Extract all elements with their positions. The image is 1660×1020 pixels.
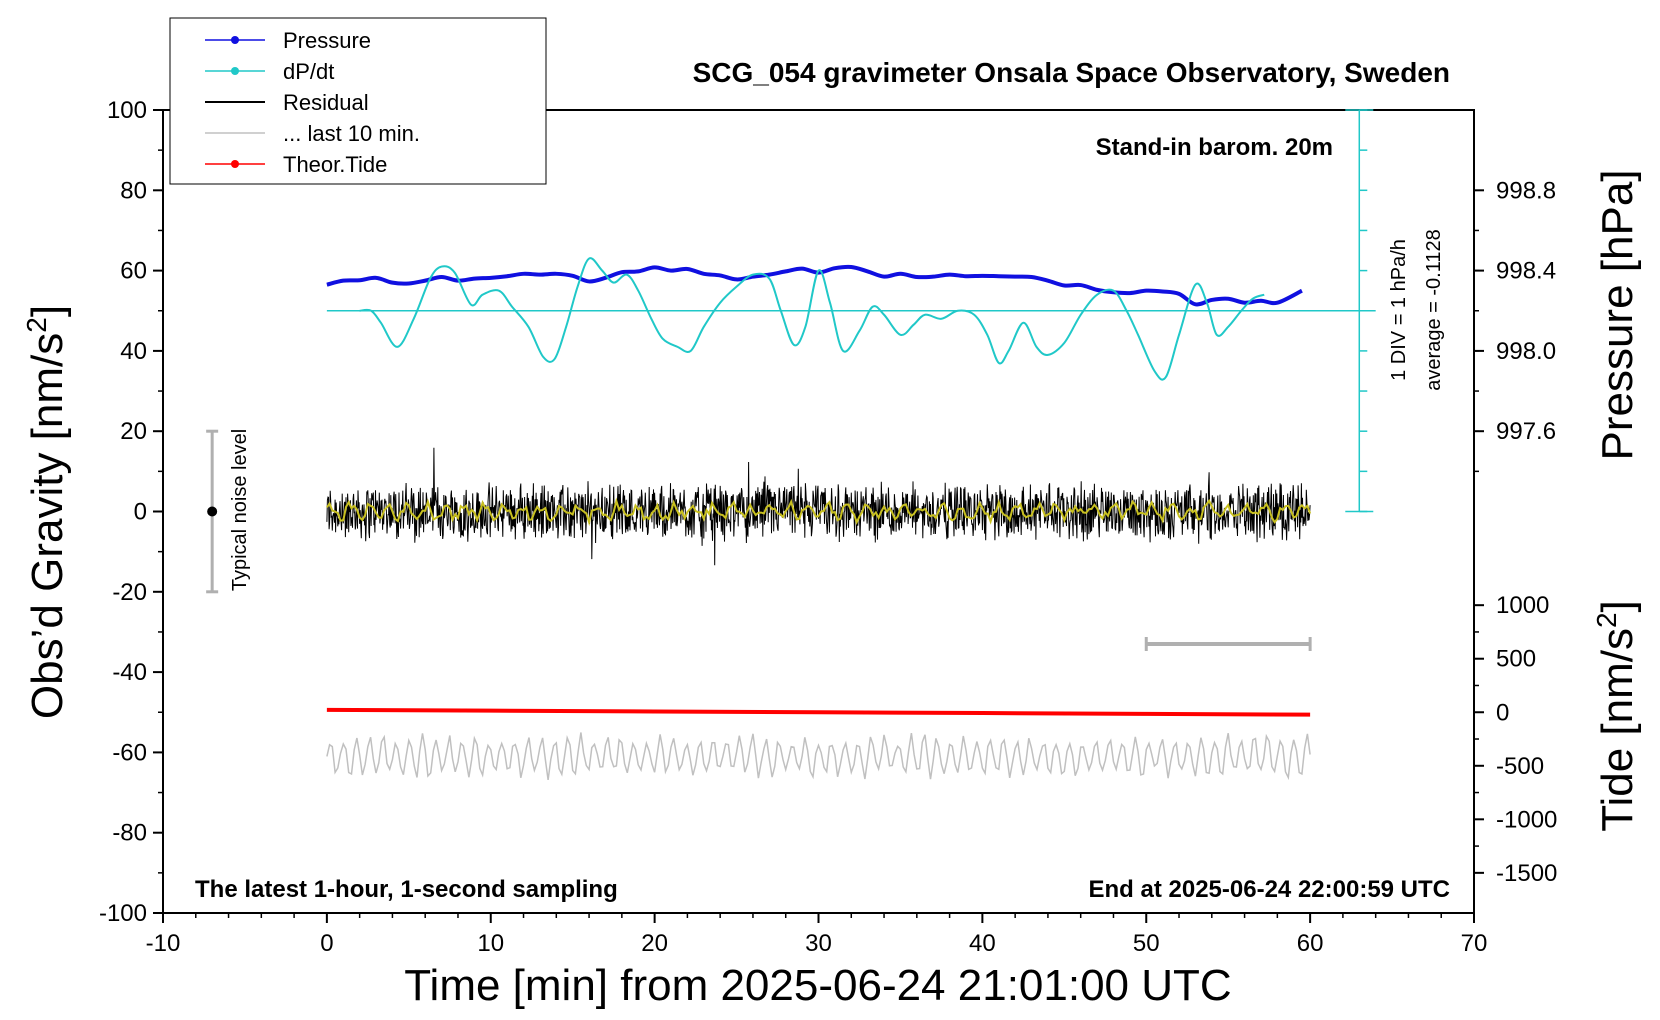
series-dpdt bbox=[359, 257, 1265, 381]
legend-label: Residual bbox=[283, 90, 369, 115]
x-axis-ticks: -10 0 10 20 30 40 50 60 70 bbox=[146, 913, 1488, 957]
x-tick-label: 70 bbox=[1461, 930, 1488, 957]
y-axis-label-pressure: Pressure [hPa] bbox=[1593, 169, 1642, 460]
legend-marker bbox=[231, 67, 239, 75]
y-tick-label: -80 bbox=[112, 820, 147, 847]
y-tick-label: 40 bbox=[120, 338, 147, 365]
x-tick-label: 10 bbox=[477, 930, 504, 957]
pressure-tick-label: 997.6 bbox=[1496, 418, 1556, 445]
tide-axis-ticks: 1000 500 0 -500 -1000 -1500 bbox=[1474, 592, 1557, 887]
pressure-axis-ticks: 998.8 998.4 998.0 997.6 bbox=[1474, 177, 1556, 473]
x-axis-label: Time [min] from 2025-06-24 21:01:00 UTC bbox=[404, 961, 1231, 1010]
tide-tick-label: -1000 bbox=[1496, 806, 1557, 833]
y-tick-label: 60 bbox=[120, 258, 147, 285]
x-tick-label: 60 bbox=[1297, 930, 1324, 957]
tide-tick-label: 1000 bbox=[1496, 592, 1549, 619]
noise-label: Typical noise level bbox=[229, 429, 251, 591]
x-tick-label: 0 bbox=[320, 930, 333, 957]
x-tick-label: -10 bbox=[146, 930, 181, 957]
series-last-10-min bbox=[326, 732, 1311, 781]
y-axis-label-left-end: ] bbox=[23, 305, 72, 317]
pressure-tick-label: 998.4 bbox=[1496, 258, 1556, 285]
div-label: 1 DIV = 1 hPa/h bbox=[1388, 239, 1410, 381]
y-tick-label: -100 bbox=[99, 900, 147, 927]
pressure-tick-label: 998.0 bbox=[1496, 338, 1556, 365]
y-axis-label-left-main: Obs’d Gravity [nm/s bbox=[23, 333, 72, 719]
y-tick-label: -40 bbox=[112, 659, 147, 686]
time-scale-bar bbox=[1144, 636, 1312, 651]
series-pressure bbox=[326, 264, 1303, 307]
y-axis-label-tide-end: ] bbox=[1593, 600, 1642, 612]
noise-level-bar bbox=[206, 429, 219, 594]
x-tick-label: 20 bbox=[641, 930, 668, 957]
tide-tick-label: -500 bbox=[1496, 753, 1544, 780]
sampling-note: The latest 1-hour, 1-second sampling bbox=[195, 876, 618, 903]
y-tick-label: 20 bbox=[120, 418, 147, 445]
y-tick-label: 100 bbox=[107, 97, 147, 124]
barometer-note: Stand-in barom. 20m bbox=[1096, 134, 1333, 161]
y-axis-label-tide-sup: 2 bbox=[1591, 612, 1622, 628]
noise-bar-center bbox=[207, 506, 218, 517]
chart-title: SCG_054 gravimeter Onsala Space Observat… bbox=[693, 57, 1450, 88]
series-theor-tide bbox=[326, 707, 1311, 717]
legend-label: Pressure bbox=[283, 28, 371, 53]
y-tick-label: -60 bbox=[112, 739, 147, 766]
tide-tick-label: -1500 bbox=[1496, 860, 1557, 887]
tide-tick-label: 0 bbox=[1496, 699, 1509, 726]
tide-tick-label: 500 bbox=[1496, 646, 1536, 673]
y-axis-label-tide-main: Tide [nm/s bbox=[1593, 628, 1642, 832]
legend-marker bbox=[231, 160, 239, 168]
legend: Pressure dP/dt Residual ... last 10 min. The… bbox=[169, 17, 547, 185]
legend-marker bbox=[231, 36, 239, 44]
legend-label: ... last 10 min. bbox=[283, 121, 420, 146]
x-tick-label: 50 bbox=[1133, 930, 1160, 957]
legend-label: Theor.Tide bbox=[283, 152, 387, 177]
legend-label: dP/dt bbox=[283, 59, 334, 84]
y-axis-ticks: 100 80 60 40 20 0 -20 -40 -60 -80 -100 bbox=[99, 97, 163, 927]
x-tick-label: 30 bbox=[805, 930, 832, 957]
y-axis-label-left: Obs’d Gravity [nm/s2] bbox=[21, 305, 72, 719]
x-tick-label: 40 bbox=[969, 930, 996, 957]
y-tick-label: 0 bbox=[134, 499, 147, 526]
y-axis-label-left-sup: 2 bbox=[21, 317, 52, 333]
average-label: average = -0.1128 bbox=[1423, 229, 1445, 390]
pressure-tick-label: 998.8 bbox=[1496, 177, 1556, 204]
y-tick-label: 80 bbox=[120, 177, 147, 204]
y-tick-label: -20 bbox=[112, 579, 147, 606]
series-layer bbox=[326, 257, 1376, 781]
series-residual bbox=[326, 447, 1311, 566]
series-residual-smoothed bbox=[326, 497, 1312, 527]
y-axis-label-tide: Tide [nm/s2] bbox=[1591, 600, 1642, 832]
end-time-note: End at 2025-06-24 22:00:59 UTC bbox=[1089, 876, 1451, 903]
